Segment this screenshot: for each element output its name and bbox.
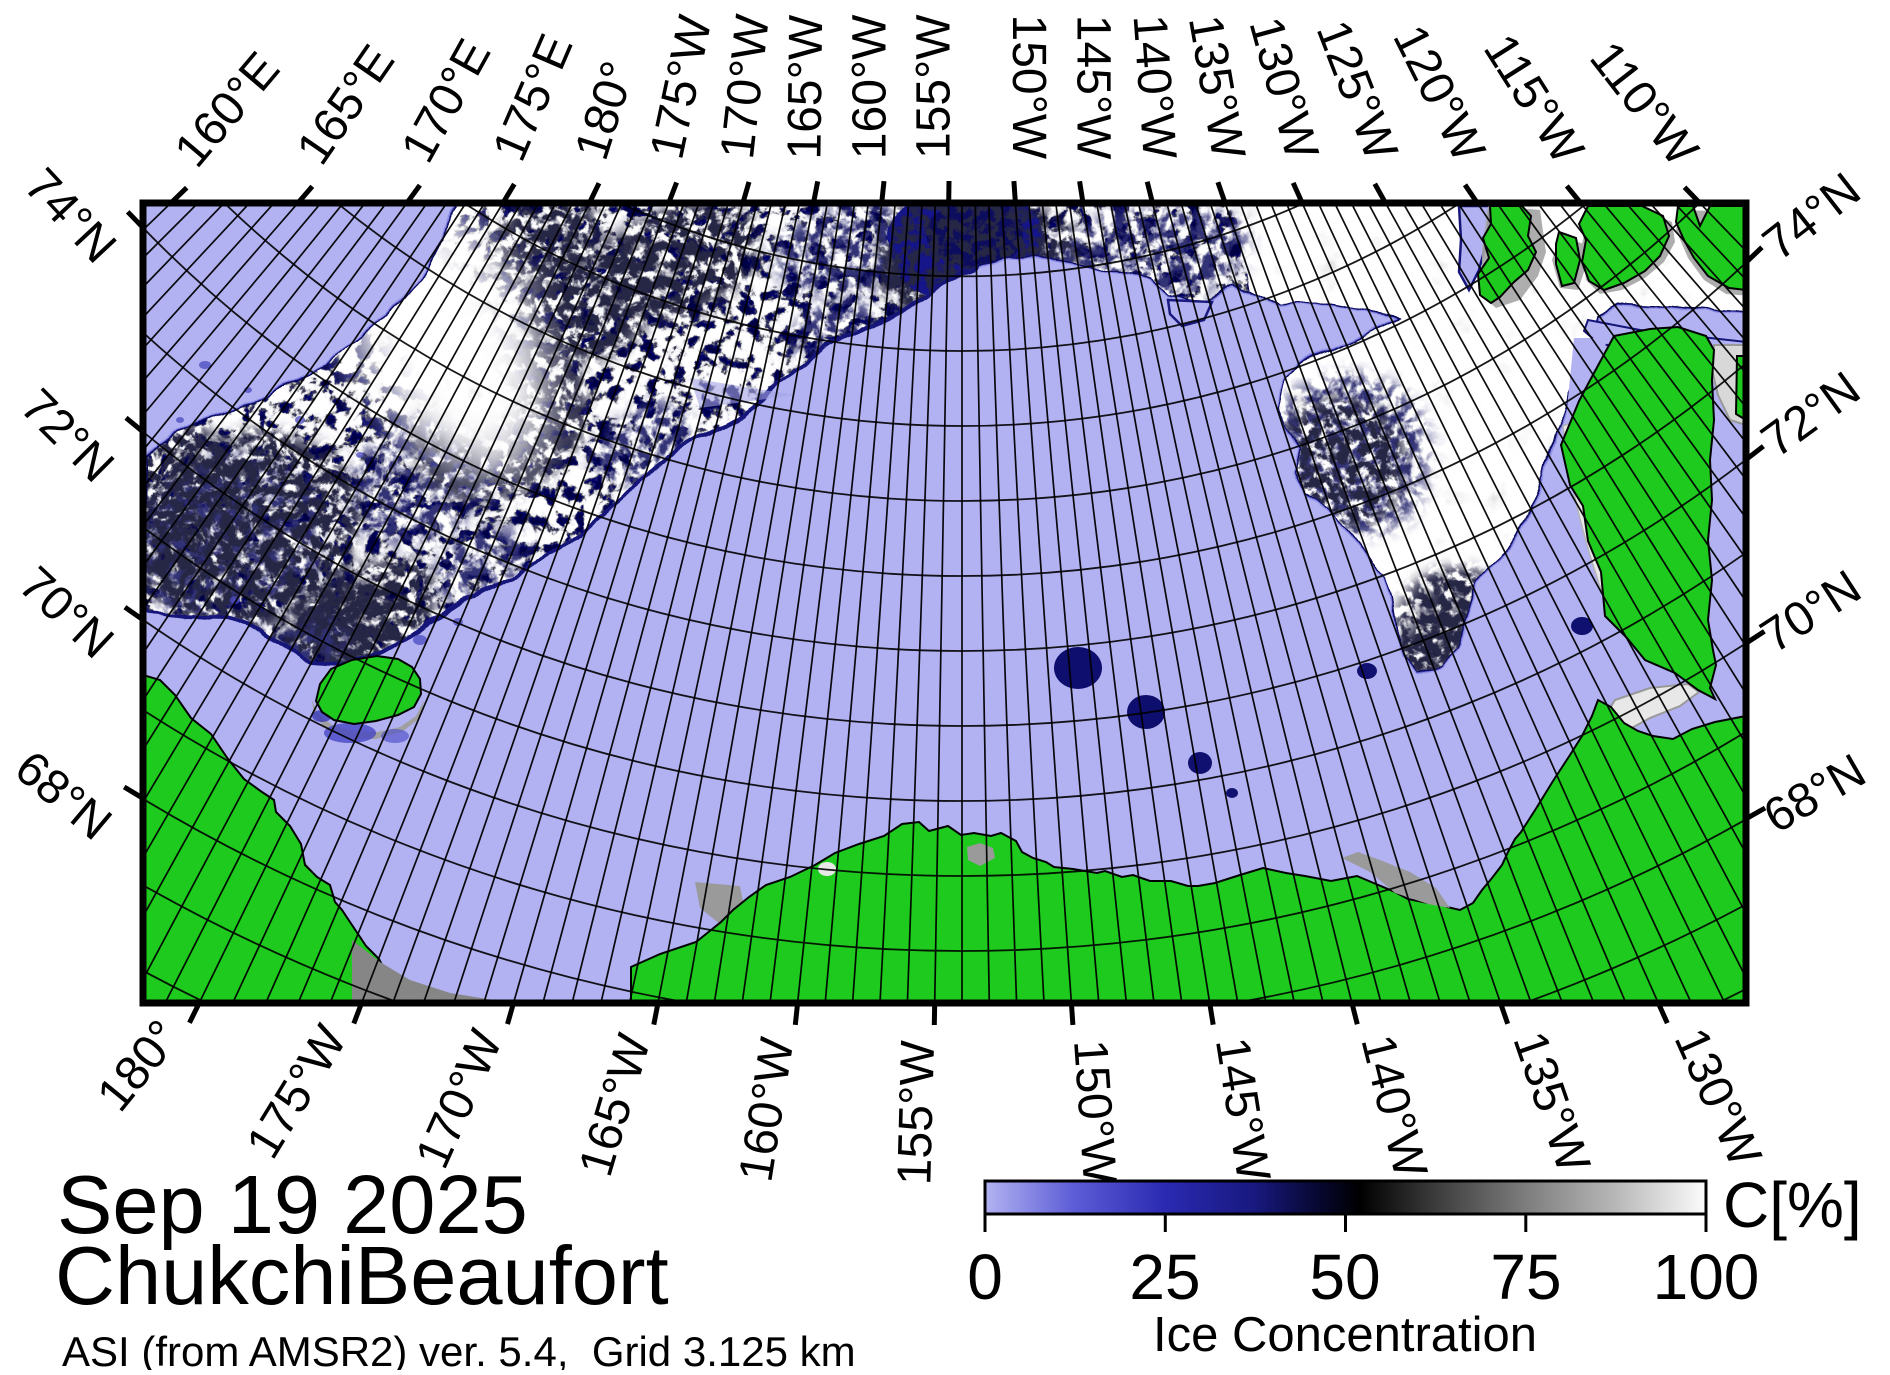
svg-text:68°N: 68°N <box>1755 744 1874 844</box>
svg-text:175°W: 175°W <box>641 11 723 164</box>
svg-text:0: 0 <box>967 1241 1003 1313</box>
svg-text:74°N: 74°N <box>14 159 126 274</box>
svg-text:70°N: 70°N <box>1752 561 1871 664</box>
svg-text:72°N: 72°N <box>1752 362 1870 468</box>
svg-text:150°W: 150°W <box>1002 15 1055 160</box>
svg-text:165°E: 165°E <box>287 36 405 174</box>
svg-text:100: 100 <box>1653 1241 1760 1313</box>
svg-text:180°: 180° <box>87 1011 191 1122</box>
svg-text:170°W: 170°W <box>406 1022 514 1176</box>
svg-text:160°W: 160°W <box>729 1034 804 1186</box>
svg-text:72°N: 72°N <box>10 379 123 492</box>
svg-text:25: 25 <box>1129 1241 1200 1313</box>
svg-text:145°W: 145°W <box>1066 15 1119 160</box>
svg-text:170°W: 170°W <box>711 11 780 161</box>
svg-text:145°W: 145°W <box>1205 1034 1280 1186</box>
svg-text:165°W: 165°W <box>778 14 833 160</box>
svg-text:C[%]: C[%] <box>1723 1169 1862 1241</box>
svg-text:Ice Concentration: Ice Concentration <box>1153 1308 1537 1362</box>
svg-text:155°W: 155°W <box>888 1039 945 1186</box>
svg-text:150°W: 150°W <box>1063 1038 1126 1187</box>
svg-text:140°W: 140°W <box>1350 1030 1437 1184</box>
svg-text:75: 75 <box>1490 1241 1561 1313</box>
svg-text:160°W: 160°W <box>844 14 897 159</box>
svg-text:160°E: 160°E <box>165 43 290 177</box>
svg-text:74°N: 74°N <box>1753 163 1870 271</box>
svg-text:155°W: 155°W <box>907 14 960 159</box>
svg-text:180°: 180° <box>565 55 646 166</box>
svg-text:115°W: 115°W <box>1473 25 1594 173</box>
svg-text:68°N: 68°N <box>5 741 121 851</box>
svg-text:50: 50 <box>1309 1241 1380 1313</box>
svg-text:110°W: 110°W <box>1579 32 1708 176</box>
svg-text:165°W: 165°W <box>569 1028 661 1182</box>
svg-text:70°N: 70°N <box>9 557 124 669</box>
svg-text:175°W: 175°W <box>237 1016 358 1168</box>
svg-text:ASI (from AMSR2) ver. 5.4, Gr: ASI (from AMSR2) ver. 5.4, Grid 3.125 km <box>62 1328 856 1370</box>
svg-text:170°E: 170°E <box>391 31 501 172</box>
svg-text:130°W: 130°W <box>1664 1021 1772 1175</box>
svg-text:ChukchiBeaufort: ChukchiBeaufort <box>55 1229 669 1322</box>
svg-text:140°W: 140°W <box>1122 13 1185 162</box>
svg-text:135°W: 135°W <box>1502 1025 1599 1180</box>
